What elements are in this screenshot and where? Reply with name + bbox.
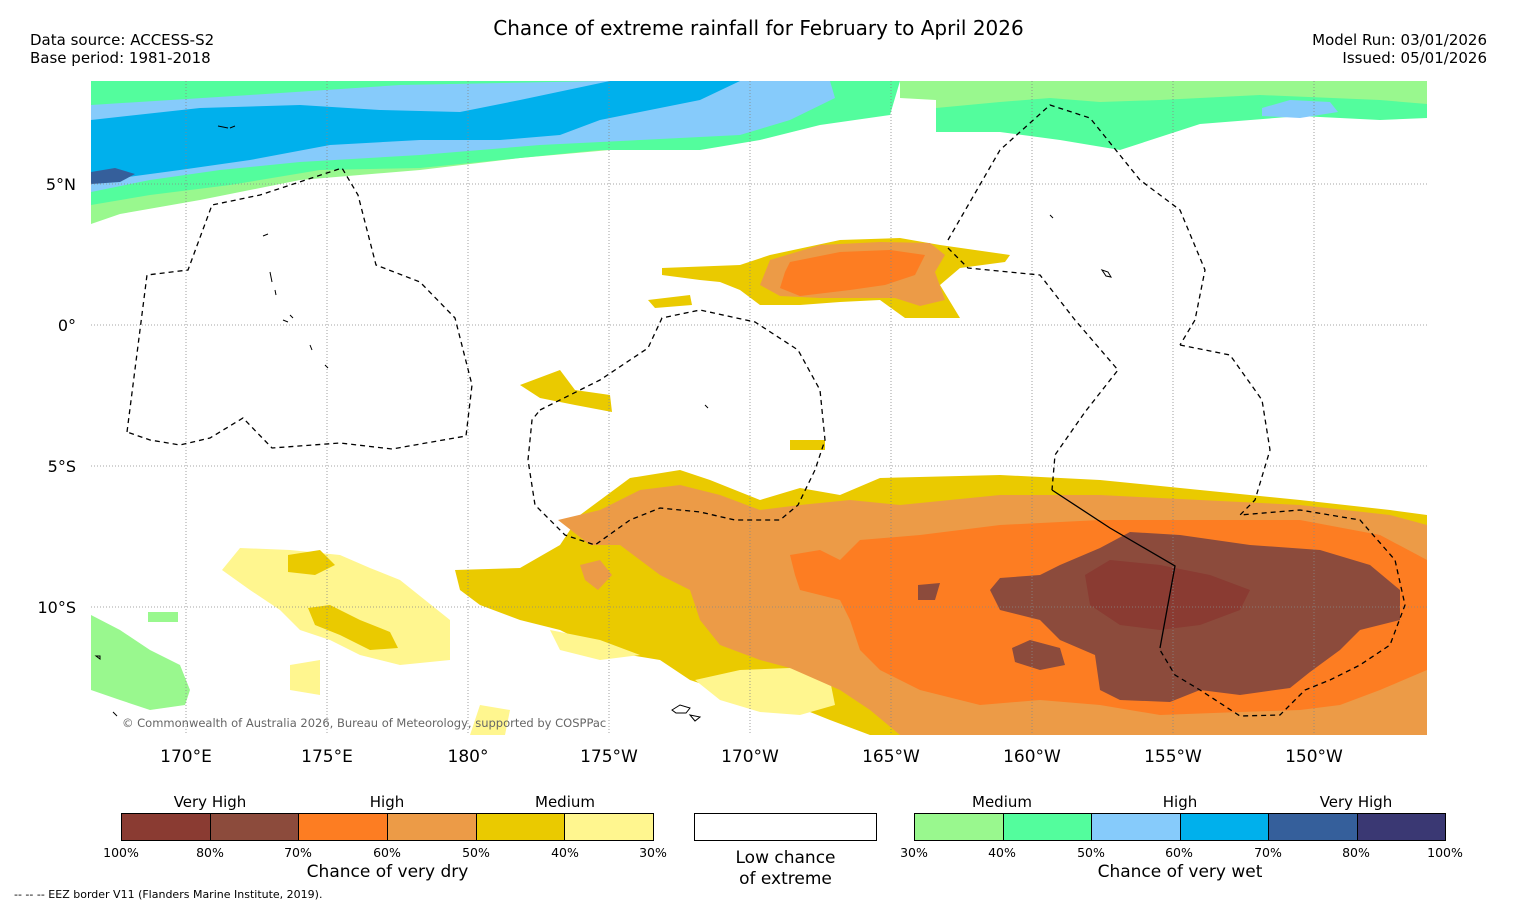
wet-tick: 80% bbox=[1342, 845, 1370, 860]
lat-label-10s: 10°S bbox=[37, 598, 76, 617]
wet-category-medium: Medium bbox=[972, 793, 1032, 811]
dry-medium-equatorial-west bbox=[648, 295, 692, 308]
dry-tick: 100% bbox=[103, 845, 139, 860]
dry-category-high: High bbox=[369, 793, 405, 811]
wet-swatch-80-100 bbox=[1357, 814, 1445, 840]
rainfall-map: 5°N 0° 5°S 10°S 170°E 175°E 180° 175°W 1… bbox=[37, 81, 1427, 767]
wet-band-70-north bbox=[91, 168, 135, 184]
lat-label-5s: 5°S bbox=[48, 457, 76, 476]
dry-category-very-high: Very High bbox=[173, 793, 247, 811]
run-info: Model Run: 03/01/2026 Issued: 05/01/2026 bbox=[1312, 31, 1487, 67]
wet-colorbar bbox=[914, 813, 1446, 841]
dry-tick: 40% bbox=[551, 845, 579, 860]
dry-swatch-50-60 bbox=[388, 814, 477, 840]
lat-label-5n: 5°N bbox=[46, 175, 76, 194]
wet-swatch-50-60 bbox=[1092, 814, 1181, 840]
map-title: Chance of extreme rainfall for February … bbox=[493, 16, 1024, 40]
dry-80-south bbox=[1085, 560, 1250, 630]
neutral-legend-caption: Low chance of extreme bbox=[694, 848, 877, 890]
dry-40-southwest bbox=[288, 550, 398, 650]
base-period-text: Base period: 1981-2018 bbox=[30, 49, 211, 67]
lon-label-160w: 160°W bbox=[1003, 747, 1061, 767]
dry-60-equatorial bbox=[780, 250, 925, 296]
dry-30-south-west bbox=[222, 548, 835, 735]
wet-category-very-high: Very High bbox=[1319, 793, 1393, 811]
wet-tick: 100% bbox=[1427, 845, 1463, 860]
wet-swatch-60-70 bbox=[1180, 814, 1269, 840]
dry-swatch-40-50 bbox=[476, 814, 566, 840]
wet-band-50-east bbox=[1262, 100, 1338, 118]
neutral-caption-line1: Low chance bbox=[735, 848, 836, 868]
lon-label-155w: 155°W bbox=[1144, 747, 1202, 767]
eez-borders bbox=[126, 104, 1406, 717]
wet-tick: 70% bbox=[1254, 845, 1282, 860]
neutral-caption-line2: of extreme bbox=[739, 869, 832, 889]
data-source-text: Data source: ACCESS-S2 bbox=[30, 31, 215, 49]
dry-swatch-30-40 bbox=[565, 814, 654, 840]
dry-tick: 60% bbox=[373, 845, 401, 860]
lon-label-175e: 175°E bbox=[301, 747, 353, 767]
dry-swatch-80-100 bbox=[122, 814, 211, 840]
lat-label-0: 0° bbox=[58, 316, 76, 335]
eez-french-polynesia bbox=[1159, 344, 1406, 717]
wet-swatch-40-50 bbox=[1003, 814, 1092, 840]
map-gridlines bbox=[91, 81, 1427, 735]
issued-text: Issued: 05/01/2026 bbox=[1342, 49, 1487, 67]
eez-kiribati-line bbox=[947, 104, 1206, 491]
wet-category-high: High bbox=[1162, 793, 1198, 811]
wet-legend-caption: Chance of very wet bbox=[1097, 862, 1263, 882]
model-run-text: Model Run: 03/01/2026 bbox=[1312, 31, 1487, 49]
dry-tick: 70% bbox=[284, 845, 312, 860]
lon-label-170e: 170°E bbox=[160, 747, 212, 767]
wet-tick: 60% bbox=[1165, 845, 1193, 860]
wet-tick: 30% bbox=[900, 845, 928, 860]
lon-label-180: 180° bbox=[448, 747, 489, 767]
lon-label-175w: 175°W bbox=[580, 747, 638, 767]
dry-tick: 80% bbox=[196, 845, 224, 860]
lon-label-150w: 150°W bbox=[1285, 747, 1343, 767]
dry-colorbar bbox=[121, 813, 654, 841]
eez-footnote: -- -- -- EEZ border V11 (Flanders Marine… bbox=[14, 888, 323, 901]
dry-swatch-70-80 bbox=[210, 814, 300, 840]
wet-tick: 50% bbox=[1077, 845, 1105, 860]
island-outlines bbox=[94, 125, 1113, 722]
dry-legend-caption: Chance of very dry bbox=[306, 862, 469, 882]
lon-label-165w: 165°W bbox=[862, 747, 920, 767]
wet-swatch-70-80 bbox=[1269, 814, 1358, 840]
eez-solid-boundary bbox=[1051, 489, 1176, 649]
eez-kiribati-gilbert bbox=[126, 167, 473, 450]
dry-category-medium: Medium bbox=[535, 793, 595, 811]
dry-tick: 30% bbox=[639, 845, 667, 860]
wet-medium-southwest bbox=[91, 612, 190, 710]
neutral-swatch bbox=[694, 813, 877, 841]
lon-label-170w: 170°W bbox=[721, 747, 779, 767]
copyright-notice: © Commonwealth of Australia 2026, Bureau… bbox=[122, 716, 607, 730]
dry-tick: 50% bbox=[462, 845, 490, 860]
dry-swatch-60-70 bbox=[299, 814, 389, 840]
wet-tick: 40% bbox=[988, 845, 1016, 860]
wet-band-60-north bbox=[91, 81, 740, 182]
wet-swatch-30-40 bbox=[915, 814, 1004, 840]
data-info: Data source: ACCESS-S2 Base period: 1981… bbox=[30, 31, 214, 67]
rainfall-shading bbox=[91, 81, 1427, 735]
